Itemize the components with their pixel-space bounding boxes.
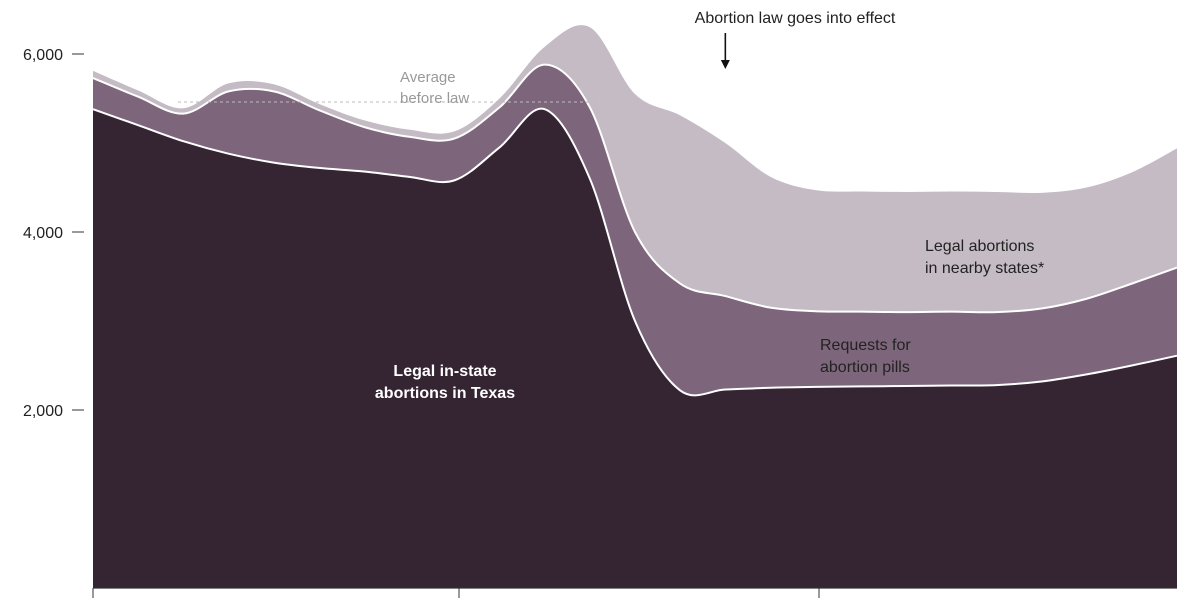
y-axis: 2,000 4,000 6,000 (23, 47, 84, 420)
series-label-texas-line2: abortions in Texas (375, 385, 515, 402)
separator-line-0 (92, 107, 1178, 397)
average-label-line1: Average (400, 69, 456, 86)
area-texas-in-state (93, 108, 1177, 588)
series-label-nearby-line1: Legal abortions (925, 238, 1034, 255)
series-label-nearby-line2: in nearby states* (925, 260, 1044, 277)
x-axis (92, 587, 1177, 598)
series-label-pills-line2: abortion pills (820, 359, 910, 376)
y-tick-label-6000: 6,000 (23, 47, 63, 64)
separator-lines-layer (92, 63, 1178, 397)
areas-layer (93, 25, 1177, 589)
series-label-texas-line1: Legal in-state (393, 363, 496, 380)
y-tick-label-2000: 2,000 (23, 403, 63, 420)
separator-line-1 (92, 63, 1178, 314)
y-tick-label-4000: 4,000 (23, 225, 63, 242)
event-arrowhead-icon (720, 60, 730, 69)
average-label-line2: before law (400, 90, 469, 107)
event-label: Abortion law goes into effect (695, 10, 896, 27)
series-label-pills-line1: Requests for (820, 337, 911, 354)
